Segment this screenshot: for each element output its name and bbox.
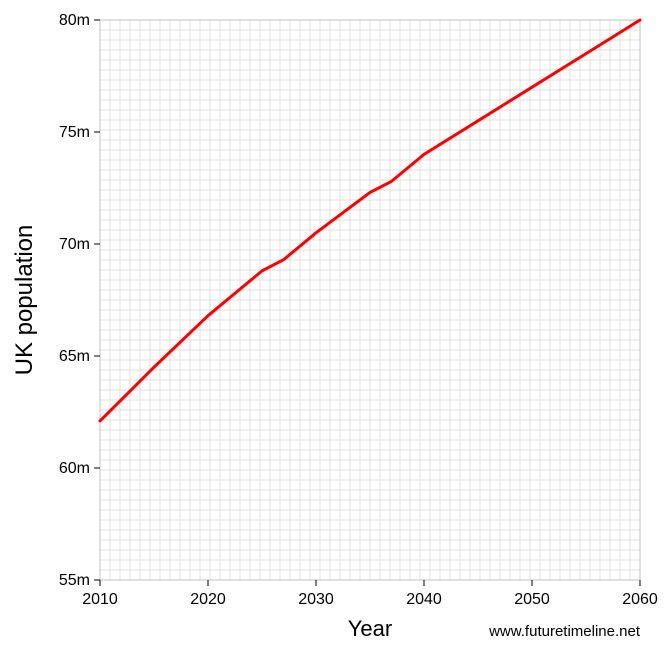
x-tick-label: 2030 xyxy=(298,591,334,608)
y-tick-label: 75m xyxy=(59,124,90,141)
y-tick-label: 70m xyxy=(59,236,90,253)
y-tick-label: 80m xyxy=(59,12,90,29)
x-tick-label: 2040 xyxy=(406,591,442,608)
x-tick-label: 2010 xyxy=(82,591,118,608)
x-tick-label: 2020 xyxy=(190,591,226,608)
y-tick-label: 65m xyxy=(59,348,90,365)
chart-container: 2010 2020 2030 2040 2050 2060 55m 60m 65m 70m 75m 8… xyxy=(0,0,672,658)
y-tick-label: 60m xyxy=(59,460,90,477)
x-tick-label: 2050 xyxy=(514,591,550,608)
y-axis-label: UK population xyxy=(11,225,38,376)
y-tick-label: 55m xyxy=(59,572,90,589)
x-axis-label: Year xyxy=(348,616,392,641)
line-chart: 2010 2020 2030 2040 2050 2060 55m 60m 65m 70m 75m 8… xyxy=(0,0,672,658)
x-tick-label: 2060 xyxy=(622,591,658,608)
attribution-text: www.futuretimeline.net xyxy=(488,623,641,640)
